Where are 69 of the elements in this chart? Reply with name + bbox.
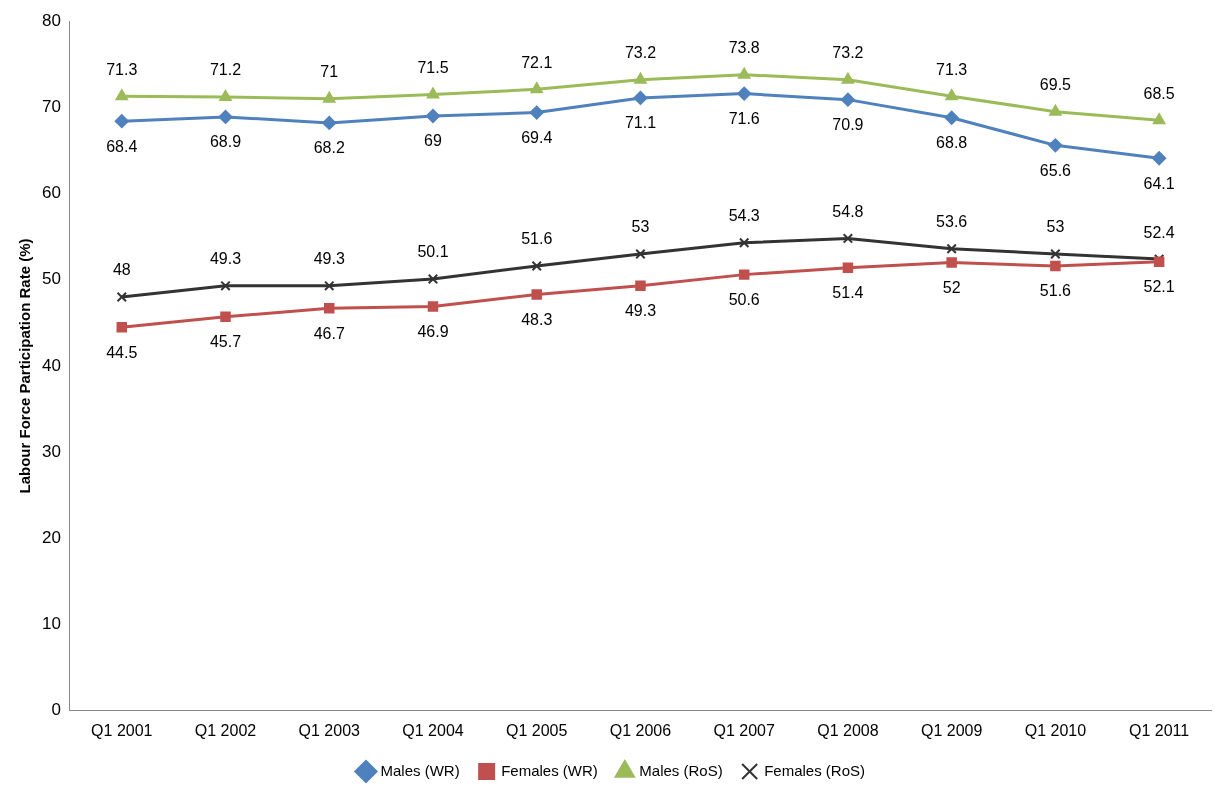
data-label: 52.4: [1143, 223, 1175, 241]
y-tick-label: 40: [41, 355, 61, 375]
y-tick-label: 0: [51, 700, 61, 720]
data-label: 73.2: [832, 44, 864, 62]
data-label: 49.3: [313, 250, 345, 268]
legend-label: Females (RoS): [764, 761, 866, 779]
data-label: 51.6: [1039, 282, 1072, 300]
data-label: 46.9: [417, 322, 449, 340]
data-label: 48: [112, 261, 131, 279]
x-tick-label: Q1 2003: [298, 721, 361, 739]
data-label: 71.3: [106, 60, 138, 78]
x-tick-label: Q1 2009: [920, 721, 983, 739]
x-tick-label: Q1 2006: [609, 721, 672, 739]
data-label: 68.2: [313, 139, 345, 157]
y-tick-label: 10: [41, 614, 61, 634]
data-label: 45.7: [209, 333, 242, 351]
data-label: 73.8: [728, 39, 760, 57]
y-tick-label: 30: [41, 441, 61, 461]
data-label: 50.6: [728, 291, 760, 309]
x-tick-label: Q1 2007: [713, 721, 775, 739]
data-label: 71.1: [624, 114, 657, 132]
data-label: 51.4: [832, 284, 864, 302]
data-label: 52: [942, 278, 961, 296]
legend-label: Females (WR): [501, 761, 598, 779]
y-axis-title: Labour Force Participation Rate (%): [16, 238, 34, 494]
x-tick-label: Q1 2011: [1129, 721, 1190, 739]
data-label: 72.1: [521, 53, 553, 71]
y-tick-label: 70: [41, 97, 61, 117]
data-label: 64.1: [1143, 174, 1175, 192]
data-label: 69: [424, 132, 442, 150]
data-label: 46.7: [313, 324, 345, 342]
x-tick-label: Q1 2005: [506, 721, 568, 739]
data-label: 71.2: [209, 61, 242, 79]
legend-label: Males (WR): [380, 761, 460, 779]
data-label: 54.8: [832, 202, 864, 220]
data-label: 70.9: [832, 116, 864, 134]
x-tick-label: Q1 2002: [194, 721, 257, 739]
data-label: 49.3: [624, 302, 657, 320]
legend-label: Males (RoS): [639, 761, 723, 779]
y-tick-label: 80: [41, 10, 61, 30]
data-label: 51.6: [521, 230, 553, 248]
data-label: 69.4: [521, 128, 553, 146]
data-label: 71.6: [728, 110, 760, 128]
data-label: 53: [1046, 218, 1065, 236]
y-tick-label: 50: [41, 269, 61, 289]
data-label: 68.4: [106, 137, 138, 155]
data-label: 52.1: [1143, 278, 1175, 296]
data-label: 68.8: [936, 134, 968, 152]
data-label: 53.6: [936, 213, 968, 231]
data-label: 44.5: [106, 343, 138, 361]
data-label: 68.9: [209, 133, 242, 151]
data-label: 71.3: [936, 60, 968, 78]
x-tick-label: Q1 2004: [402, 721, 464, 739]
x-tick-label: Q1 2010: [1024, 721, 1087, 739]
x-tick-label: Q1 2008: [817, 721, 879, 739]
data-label: 65.6: [1039, 161, 1072, 179]
data-label: 50.1: [417, 243, 449, 261]
data-label: 49.3: [209, 250, 242, 268]
data-label: 48.3: [521, 310, 553, 328]
data-label: 53: [631, 218, 650, 236]
data-label: 68.5: [1143, 84, 1175, 102]
data-label: 54.3: [728, 207, 760, 225]
data-label: 71.5: [417, 58, 449, 76]
data-label: 69.5: [1039, 76, 1072, 94]
y-tick-label: 60: [41, 183, 61, 203]
y-tick-label: 20: [41, 528, 61, 548]
x-tick-label: Q1 2001: [91, 721, 153, 739]
data-label: 73.2: [624, 44, 657, 62]
data-label: 71: [320, 63, 339, 81]
